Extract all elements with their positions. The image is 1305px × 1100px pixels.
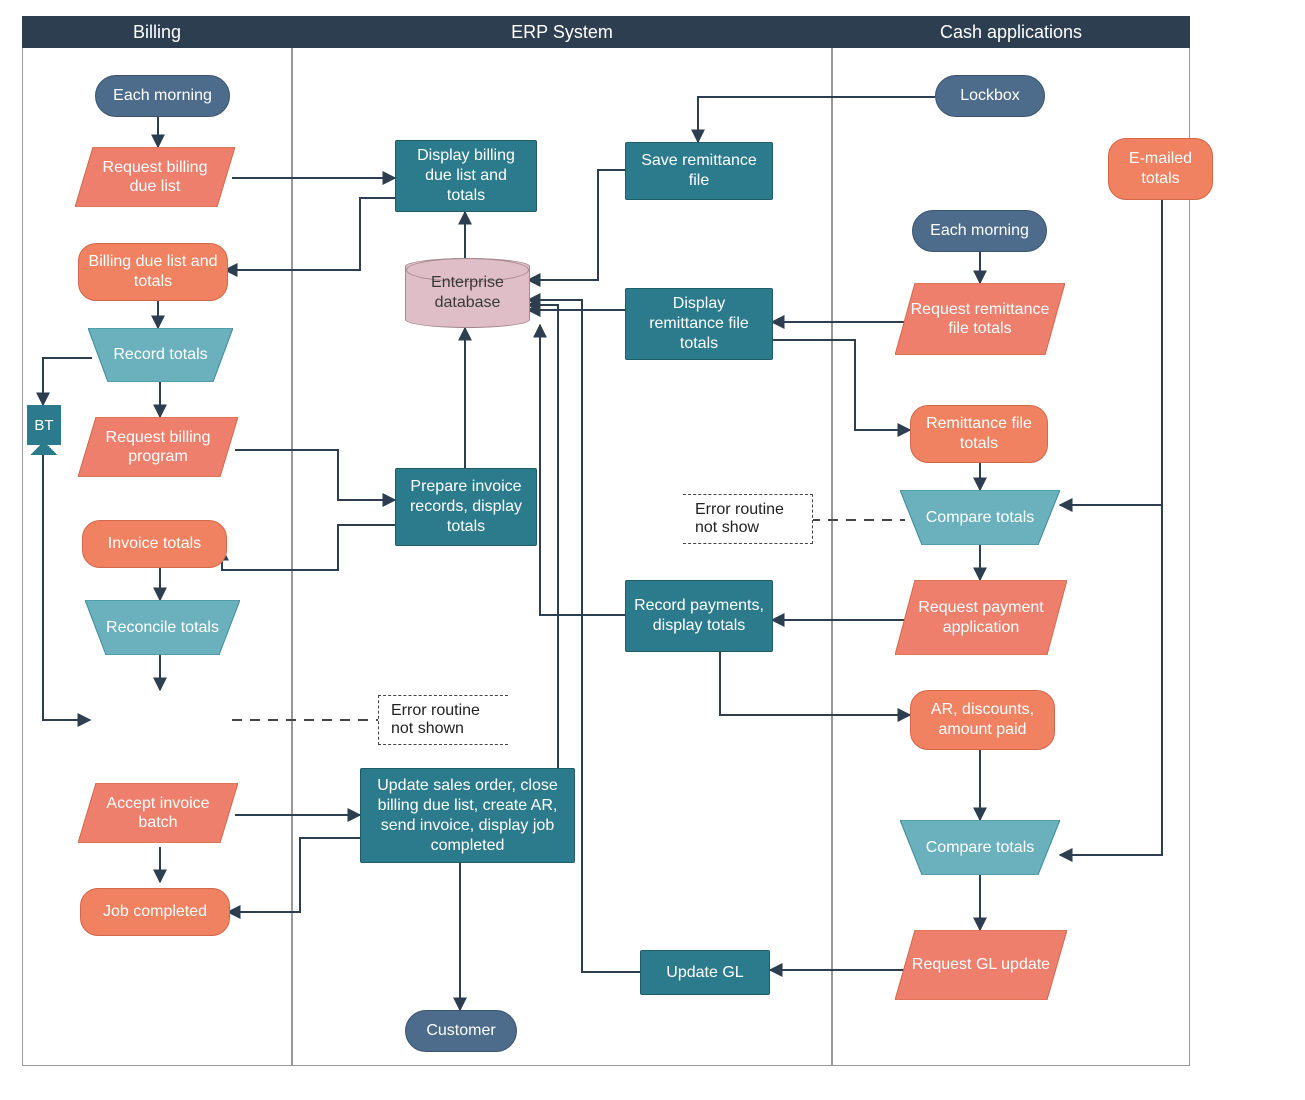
label: E-mailed totals [1117, 149, 1204, 189]
lane-header-billing: Billing [22, 16, 292, 48]
label: Save remittance file [634, 151, 764, 191]
label: Update GL [666, 963, 743, 983]
trap-compare-2: Compare totals [900, 820, 1060, 875]
label: Error routine not shown [391, 702, 480, 737]
pill-lockbox: Lockbox [935, 75, 1045, 117]
para-request-remittance: Request remittance file totals [895, 283, 1065, 355]
label: Enterprise database [414, 273, 521, 313]
para-request-billing-due: Request billing due list [75, 147, 235, 207]
label: Request billing due list [75, 147, 235, 207]
label: Request GL update [895, 930, 1067, 1000]
label: Compare totals [900, 490, 1060, 545]
label: Invoice totals [108, 534, 201, 554]
lane-title: Cash applications [940, 22, 1082, 43]
label: Update sales order, close billing due li… [369, 776, 566, 856]
lane-title: Billing [133, 22, 181, 43]
doc-invoice-totals: Invoice totals [82, 520, 227, 568]
label: Prepare invoice records, display totals [404, 477, 528, 537]
pill-each-morning-1: Each morning [95, 75, 230, 117]
label: Display remittance file totals [634, 294, 764, 354]
note-error-2: Error routine not show [683, 494, 813, 544]
para-accept-invoice: Accept invoice batch [78, 783, 238, 843]
doc-job-completed: Job completed [80, 888, 230, 936]
label: Each morning [930, 221, 1029, 241]
proc-update-sales: Update sales order, close billing due li… [360, 768, 575, 863]
doc-ar-discounts: AR, discounts, amount paid [910, 690, 1055, 750]
lane-header-erp: ERP System [292, 16, 832, 48]
tag-bt: BT [27, 405, 61, 445]
doc-billing-due-totals: Billing due list and totals [78, 243, 228, 301]
para-request-payment: Request payment application [895, 580, 1067, 655]
label: Request billing program [78, 417, 238, 477]
pill-customer: Customer [405, 1010, 517, 1052]
lane-title: ERP System [511, 22, 613, 43]
trap-record-totals: Record totals [88, 328, 233, 382]
label: Each morning [113, 86, 212, 106]
note-error-1: Error routine not shown [378, 695, 508, 745]
label: Display billing due list and totals [404, 146, 528, 206]
proc-save-remittance: Save remittance file [625, 142, 773, 200]
label: Compare totals [900, 820, 1060, 875]
lane-header-cash: Cash applications [832, 16, 1190, 48]
label: BT [34, 417, 53, 434]
flowchart-canvas: Billing ERP System Cash applications [0, 0, 1305, 1100]
proc-display-remittance: Display remittance file totals [625, 288, 773, 360]
label: Request payment application [895, 580, 1067, 655]
proc-display-billing: Display billing due list and totals [395, 140, 537, 212]
proc-record-payments: Record payments, display totals [625, 580, 773, 652]
label: Customer [426, 1021, 495, 1041]
para-request-billing-program: Request billing program [78, 417, 238, 477]
doc-emailed-totals: E-mailed totals [1108, 138, 1213, 200]
label: Reconcile totals [85, 600, 240, 655]
doc-remittance-totals: Remittance file totals [910, 405, 1048, 463]
label: Accept invoice batch [78, 783, 238, 843]
trap-compare-1: Compare totals [900, 490, 1060, 545]
label: Record payments, display totals [634, 596, 764, 636]
label: Job completed [103, 902, 207, 922]
label: Error routine not show [695, 501, 784, 536]
trap-reconcile-totals: Reconcile totals [85, 600, 240, 655]
label: Lockbox [960, 86, 1020, 106]
proc-prepare-invoice: Prepare invoice records, display totals [395, 468, 537, 546]
pill-each-morning-2: Each morning [912, 210, 1047, 252]
label: AR, discounts, amount paid [919, 700, 1046, 740]
label: Billing due list and totals [87, 252, 219, 292]
proc-update-gl: Update GL [640, 950, 770, 995]
label: Request remittance file totals [895, 283, 1065, 355]
label: Remittance file totals [919, 414, 1039, 454]
label: Record totals [88, 328, 233, 382]
db-enterprise: Enterprise database [405, 258, 530, 328]
para-request-gl: Request GL update [895, 930, 1067, 1000]
